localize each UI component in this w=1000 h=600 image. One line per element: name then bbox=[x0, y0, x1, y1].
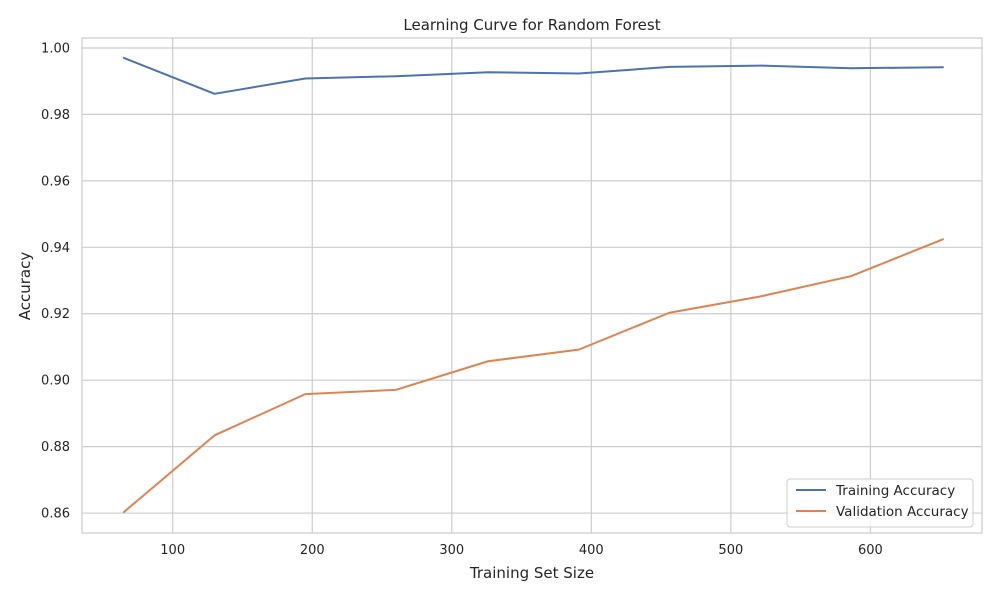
x-tick-label: 100 bbox=[160, 543, 185, 558]
y-tick-label: 1.00 bbox=[41, 41, 70, 56]
y-tick-label: 0.98 bbox=[41, 108, 70, 123]
y-tick-label: 0.92 bbox=[41, 307, 70, 322]
validation-accuracy-line bbox=[122, 238, 944, 514]
legend-label-validation: Validation Accuracy bbox=[836, 504, 969, 520]
x-axis-label: Training Set Size bbox=[469, 564, 594, 582]
y-tick-label: 0.86 bbox=[41, 507, 70, 522]
y-axis-label: Accuracy bbox=[16, 252, 34, 321]
x-tick-label: 500 bbox=[718, 543, 743, 558]
x-tick-label: 600 bbox=[858, 543, 883, 558]
chart-title: Learning Curve for Random Forest bbox=[403, 16, 660, 34]
y-tick-label: 0.94 bbox=[41, 241, 70, 256]
x-tick-label: 300 bbox=[439, 543, 464, 558]
y-tick-label: 0.88 bbox=[41, 440, 70, 455]
legend-label-training: Training Accuracy bbox=[835, 483, 955, 499]
legend: Training Accuracy Validation Accuracy bbox=[786, 478, 974, 528]
legend-box bbox=[786, 478, 974, 528]
x-tick-label: 200 bbox=[300, 543, 325, 558]
series-layer bbox=[122, 56, 944, 514]
training-accuracy-line bbox=[122, 56, 944, 95]
y-tick-label: 0.96 bbox=[41, 174, 70, 189]
y-tick-label: 0.90 bbox=[41, 374, 70, 389]
grid-layer bbox=[82, 38, 982, 533]
x-tick-label: 400 bbox=[579, 543, 604, 558]
tick-labels-layer: 100 200 300 400 500 600 0.86 0.88 0.90 0.92 0.94 0.… bbox=[41, 41, 883, 558]
plot-area-frame bbox=[81, 37, 983, 534]
